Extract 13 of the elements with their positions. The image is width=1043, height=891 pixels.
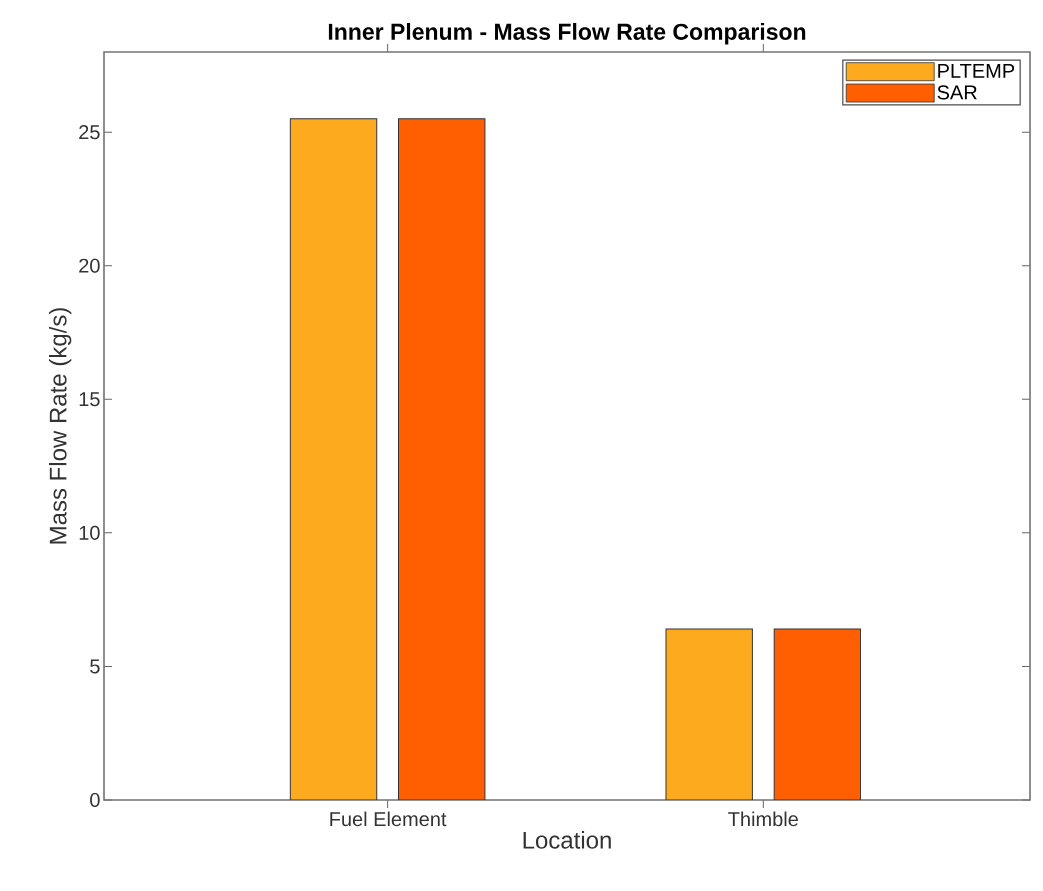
y-tick-label: 15 bbox=[79, 392, 100, 407]
y-axis-title: Mass Flow Rate (kg/s) bbox=[48, 308, 72, 544]
x-tick-label: Thimble bbox=[728, 811, 798, 827]
x-tick-label: Fuel Element bbox=[330, 811, 447, 827]
chart-title: Inner Plenum - Mass Flow Rate Comparison bbox=[328, 23, 806, 45]
legend-label: PLTEMP bbox=[938, 64, 1015, 78]
y-tick-label: 10 bbox=[79, 525, 100, 540]
y-tick-label: 0 bbox=[90, 792, 100, 808]
y-tick-label: 5 bbox=[90, 659, 100, 674]
x-axis-title: Location bbox=[523, 831, 611, 849]
y-tick-label: 20 bbox=[79, 258, 100, 273]
y-tick-label: 25 bbox=[79, 125, 100, 140]
legend-label: SAR bbox=[937, 85, 977, 100]
